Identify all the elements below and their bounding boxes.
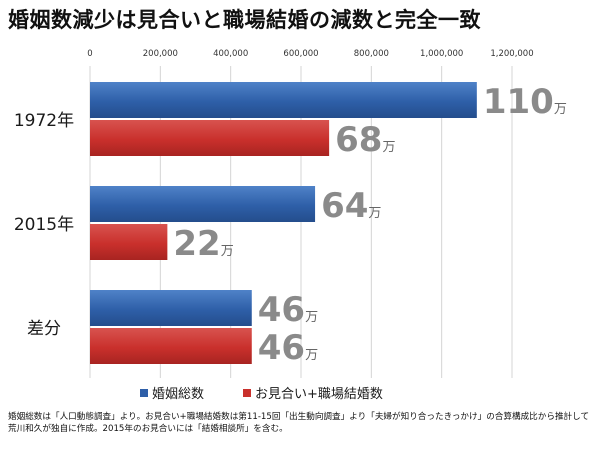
x-tick-label: 200,000 [143, 49, 178, 59]
data-label-value: 46 [258, 328, 305, 368]
data-label-unit: 万 [382, 140, 395, 155]
legend-swatch [140, 389, 148, 397]
data-label-unit: 万 [305, 348, 318, 363]
x-tick-label: 1,000,000 [420, 49, 463, 59]
x-tick-label: 1,200,000 [490, 49, 533, 59]
legend-label: お見合い+職場結婚数 [255, 387, 383, 402]
bar-arranged-workplace [90, 120, 330, 156]
data-label: 22万 [173, 224, 233, 264]
bar-chart: 0 200,000 400,000 600,000 800,000 1,000,000 1,… [14, 49, 567, 402]
data-label-unit: 万 [221, 244, 234, 259]
bar-total-marriages [90, 82, 477, 118]
bar-arranged-workplace [90, 224, 168, 260]
category-label: 1972年 [14, 111, 74, 131]
x-tick-label: 600,000 [283, 49, 318, 59]
data-label: 64万 [321, 186, 381, 226]
data-label: 46万 [258, 290, 318, 330]
category-label: 2015年 [14, 215, 74, 235]
bar-arranged-workplace [90, 328, 252, 364]
x-tick-label: 400,000 [213, 49, 248, 59]
data-label-value: 64 [321, 186, 368, 226]
data-label: 68万 [335, 120, 395, 160]
legend-swatch [243, 389, 251, 397]
category-label: 差分 [27, 319, 61, 339]
data-label: 46万 [258, 328, 318, 368]
data-label-unit: 万 [305, 310, 318, 325]
data-label-value: 22 [173, 224, 220, 264]
bar-total-marriages [90, 186, 316, 222]
x-tick-label: 800,000 [354, 49, 389, 59]
legend-label: 婚姻総数 [152, 387, 204, 402]
data-label: 110万 [483, 82, 567, 122]
data-label-value: 46 [258, 290, 305, 330]
data-label-unit: 万 [368, 206, 381, 221]
x-tick-label: 0 [87, 49, 92, 59]
source-note: 婚姻総数は「人口動態調査」より。お見合い+職場結婚数は第11-15回「出生動向調… [8, 412, 590, 434]
data-label-value: 68 [335, 120, 382, 160]
data-label-value: 110 [483, 82, 554, 122]
bar-total-marriages [90, 290, 252, 326]
chart-title: 婚姻数減少は見合いと職場結婚の減数と完全一致 [8, 8, 481, 32]
data-label-unit: 万 [554, 102, 567, 117]
